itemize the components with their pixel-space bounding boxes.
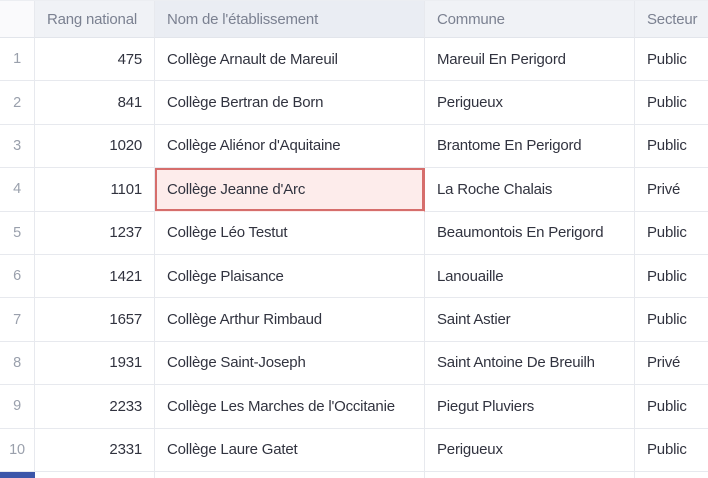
cell-commune[interactable]: Saint Antoine De Breuilh (425, 341, 635, 386)
column-header-secteur[interactable]: Secteur (635, 1, 708, 38)
row-index-cell[interactable]: 5 (0, 211, 35, 255)
cell-nom[interactable]: Collège Les Marches de l'Occitanie (155, 385, 425, 429)
column-header-commune[interactable]: Commune (425, 1, 635, 38)
row-index-cell[interactable]: 9 (0, 385, 35, 429)
cell-rang-national[interactable]: 2331 (35, 428, 155, 472)
partial-row (0, 471, 708, 478)
cell-rang-national[interactable]: 1101 (35, 168, 155, 212)
cell-commune[interactable]: Perigueux (425, 81, 635, 125)
cell-secteur[interactable]: Public (635, 81, 708, 125)
cell-rang-national[interactable]: 475 (35, 38, 155, 82)
cell-rang-national[interactable]: 1421 (35, 254, 155, 299)
cell-secteur[interactable]: Public (635, 298, 708, 342)
cell-commune[interactable]: La Roche Chalais (425, 168, 635, 212)
cell-secteur[interactable]: Public (635, 385, 708, 429)
row-index-cell[interactable]: 6 (0, 254, 35, 299)
row-index-cell[interactable]: 8 (0, 341, 35, 386)
cell-secteur[interactable]: Privé (635, 168, 708, 212)
cell-secteur[interactable]: Public (635, 211, 708, 255)
table-row: 1 475 Collège Arnault de Mareuil Mareuil En… (0, 38, 708, 82)
cell-commune[interactable]: Beaumontois En Perigord (425, 211, 635, 255)
cell-rang-national[interactable]: 1020 (35, 124, 155, 169)
header-row: Rang national Nom de l'établissement Com… (0, 0, 708, 38)
row-index-cell[interactable]: 1 (0, 38, 35, 82)
cell-nom[interactable]: Collège Saint-Joseph (155, 341, 425, 386)
table-row: 3 1020 Collège Aliénor d'Aquitaine Brantome… (0, 124, 708, 169)
cell-commune[interactable]: Perigueux (425, 428, 635, 472)
cell-commune[interactable]: Brantome En Perigord (425, 124, 635, 169)
table-row: 7 1657 Collège Arthur Rimbaud Saint Astier P… (0, 298, 708, 342)
column-header-rang-national[interactable]: Rang national (35, 1, 155, 38)
cell-commune[interactable]: Saint Astier (425, 298, 635, 342)
cell-secteur[interactable]: Public (635, 124, 708, 169)
partial-cell (155, 471, 425, 478)
cell-nom[interactable]: Collège Arnault de Mareuil (155, 38, 425, 82)
corner-header-cell[interactable] (0, 1, 35, 38)
cell-secteur[interactable]: Public (635, 254, 708, 299)
cell-nom[interactable]: Collège Aliénor d'Aquitaine (155, 124, 425, 169)
table-row: 4 1101 Collège Jeanne d'Arc La Roche Chalai… (0, 168, 708, 212)
cell-secteur[interactable]: Privé (635, 341, 708, 386)
table-row: 5 1237 Collège Léo Testut Beaumontois En Pe… (0, 211, 708, 255)
cell-rang-national[interactable]: 2233 (35, 385, 155, 429)
row-index-cell[interactable]: 10 (0, 428, 35, 472)
table-body: 1 475 Collège Arnault de Mareuil Mareuil En… (0, 38, 708, 478)
partial-cell (425, 471, 635, 478)
cell-rang-national[interactable]: 1931 (35, 341, 155, 386)
row-index-cell[interactable]: 4 (0, 168, 35, 212)
cell-rang-national[interactable]: 841 (35, 81, 155, 125)
cell-secteur[interactable]: Public (635, 428, 708, 472)
cell-nom[interactable]: Collège Bertran de Born (155, 81, 425, 125)
column-header-nom[interactable]: Nom de l'établissement (155, 1, 425, 38)
table-row: 6 1421 Collège Plaisance Lanouaille Public (0, 254, 708, 299)
partial-cell (35, 471, 155, 478)
table-row: 10 2331 Collège Laure Gatet Perigueux Public (0, 428, 708, 472)
table-row: 2 841 Collège Bertran de Born Perigueux Publ… (0, 81, 708, 125)
cell-nom[interactable]: Collège Laure Gatet (155, 428, 425, 472)
table-row: 8 1931 Collège Saint-Joseph Saint Antoine D… (0, 341, 708, 386)
cell-secteur[interactable]: Public (635, 38, 708, 82)
cell-rang-national[interactable]: 1657 (35, 298, 155, 342)
partial-cell (635, 471, 708, 478)
cell-rang-national[interactable]: 1237 (35, 211, 155, 255)
cell-nom[interactable]: Collège Plaisance (155, 254, 425, 299)
partial-row-marker (0, 471, 35, 478)
row-index-cell[interactable]: 3 (0, 124, 35, 169)
cell-nom[interactable]: Collège Arthur Rimbaud (155, 298, 425, 342)
row-index-cell[interactable]: 7 (0, 298, 35, 342)
cell-nom[interactable]: Collège Léo Testut (155, 211, 425, 255)
table-row: 9 2233 Collège Les Marches de l'Occitanie P… (0, 385, 708, 429)
cell-nom-selected[interactable]: Collège Jeanne d'Arc (155, 168, 425, 212)
cell-commune[interactable]: Piegut Pluviers (425, 385, 635, 429)
row-index-cell[interactable]: 2 (0, 81, 35, 125)
cell-commune[interactable]: Lanouaille (425, 254, 635, 299)
cell-commune[interactable]: Mareuil En Perigord (425, 38, 635, 82)
